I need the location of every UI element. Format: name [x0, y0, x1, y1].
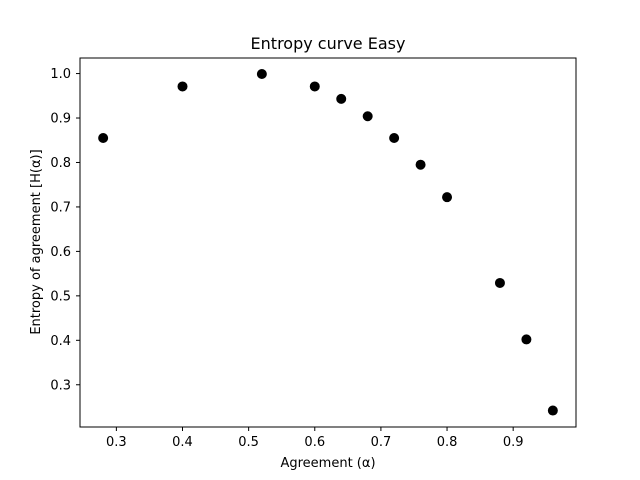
x-tick-label: 0.8 [437, 435, 458, 450]
x-tick-label: 0.5 [238, 435, 259, 450]
data-point [415, 159, 426, 170]
y-tick-label: 0.7 [50, 200, 71, 215]
data-point [336, 93, 347, 104]
y-tick-label: 0.4 [50, 334, 71, 349]
y-tick-label: 1.0 [50, 67, 71, 82]
data-point [256, 69, 267, 80]
plot-area: 0.3 0.4 0.5 0.6 0.7 0.8 0.9 0.3 0.4 0.5 0.6 0.7 0.8 0… [50, 57, 577, 450]
data-point [521, 334, 532, 345]
x-tick-label: 0.3 [106, 435, 127, 450]
x-tick-label: 0.6 [304, 435, 325, 450]
x-tick-label: 0.9 [503, 435, 524, 450]
y-axis-label: Entropy of agreement [H(α)] [29, 149, 44, 334]
data-point [177, 81, 188, 92]
data-point [389, 133, 400, 144]
data-point [442, 192, 453, 203]
data-point [362, 111, 373, 122]
y-tick-label: 0.8 [50, 156, 71, 171]
y-tick-label: 0.5 [50, 289, 71, 304]
y-tick-label: 0.6 [50, 245, 71, 260]
chart-title: Entropy curve Easy [251, 34, 406, 53]
x-axis-label: Agreement (α) [280, 456, 375, 471]
y-tick-label: 0.9 [50, 112, 71, 127]
plot-frame [79, 57, 577, 428]
data-point [309, 81, 320, 92]
data-point [547, 405, 558, 416]
y-tick-label: 0.3 [50, 378, 71, 393]
data-point [98, 133, 109, 144]
data-point [494, 277, 505, 288]
x-tick-label: 0.4 [172, 435, 193, 450]
x-tick-label: 0.7 [371, 435, 392, 450]
